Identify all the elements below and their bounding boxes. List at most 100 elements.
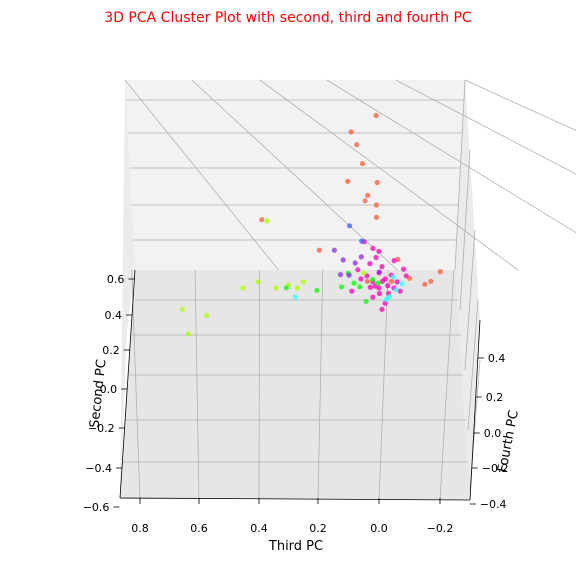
x-tick-label: 0.0 [370,522,388,535]
scatter-point [385,283,391,289]
scatter-point [401,266,407,272]
chart-title: 3D PCA Cluster Plot with second, third a… [104,10,472,26]
scatter-point [362,198,368,204]
scatter-point [259,217,265,223]
scatter-point [370,276,376,283]
scatter-point [373,254,379,261]
scatter-point [338,284,345,290]
y-tick-label: −0.2 [482,462,509,475]
scatter-point [185,331,191,337]
z-tick-label: −0.6 [83,501,110,514]
scatter-point [358,276,364,282]
side-pane [455,80,480,500]
x-axis-label: Third PC [268,539,323,554]
z-tick-label: 0.6 [107,273,125,286]
scatter-point [422,281,428,287]
scatter-point [340,257,346,263]
scatter-point [364,278,370,284]
y-tick-label: 0.4 [488,352,506,365]
scatter-point [264,218,270,224]
x-tick-label: 0.6 [190,522,208,535]
scatter-point [394,279,400,285]
scatter-point [370,245,376,251]
scatter-point [382,276,388,282]
scatter-point [352,260,358,266]
gridline [191,79,398,271]
scatter-point [397,288,403,294]
y-tick-label: −0.4 [480,498,507,511]
scatter-point [373,112,379,119]
gridline [124,79,279,271]
scatter-point [391,258,397,264]
z-tick-label: 0.2 [102,344,120,357]
scatter-point [376,269,382,275]
z-axis-label: Second PC [87,359,109,429]
scatter-point [314,287,320,293]
gridline [454,79,466,271]
scatter-point [370,294,376,300]
gridline [464,229,476,371]
y-tick-label: 0.2 [486,391,504,404]
left-pane [120,80,135,498]
y-axis-label: Fourth PC [495,409,522,474]
x-axis-line [119,497,471,501]
scatter-point [365,192,371,198]
scatter-point [403,273,409,279]
scatter-point [376,290,382,297]
scatter-point [375,280,381,286]
y-axis-line [469,319,481,501]
y-tick-label: 0.0 [484,427,502,440]
scatter-point [348,129,354,135]
gridline [467,299,479,431]
scatter-point [345,178,351,184]
z-tick-label: 0.0 [100,383,118,396]
scatter-point [354,142,360,148]
scatter-point [294,285,300,291]
scatter-point [273,285,279,291]
scatter-point [347,223,353,229]
scatter-point [346,272,352,278]
scatter-point [373,214,379,220]
scatter-point [179,306,185,312]
gridline [259,79,519,271]
scatter-point [399,281,405,287]
scatter-point [367,261,373,267]
z-tick-label: 0.4 [105,309,123,322]
x-tick-label: −0.2 [427,522,454,535]
scatter-point [349,288,355,294]
scatter-point [240,285,246,291]
scatter-point [316,247,322,253]
floor-pane [120,270,470,500]
gridline [395,79,576,175]
scatter-point [204,312,210,318]
x-tick-label: 0.4 [250,522,268,535]
gridline [459,149,471,311]
gridline [464,79,576,131]
scatter-point [359,161,366,167]
scatter-point [367,284,373,290]
scatter-point [373,202,379,208]
z-axis-line [119,269,136,499]
data-points [179,112,443,337]
scatter-point [379,306,385,312]
scatter-point [351,280,357,286]
x-tick-label: 0.2 [309,522,327,535]
scatter-point [300,279,306,285]
scatter-point [393,287,399,293]
scatter-point [292,294,298,300]
scatter-point [388,278,395,284]
axes: 0.8 0.6 0.4 0.2 0.0 −0.2 −0.6 −0.4 −0.2 0.0 0.2 0.4… [83,269,509,535]
scatter-point [386,293,393,300]
z-tick-label: −0.2 [88,422,115,435]
x-tick-label: 0.8 [131,522,149,535]
scatter-point [337,272,344,278]
scatter-point [379,264,385,270]
scatter-point [355,267,361,273]
scatter-point [437,269,443,275]
gridlines [123,79,576,501]
scatter-point [283,285,289,291]
scatter-point [359,238,365,244]
scatter-point [361,270,367,276]
scatter-point [363,298,369,304]
